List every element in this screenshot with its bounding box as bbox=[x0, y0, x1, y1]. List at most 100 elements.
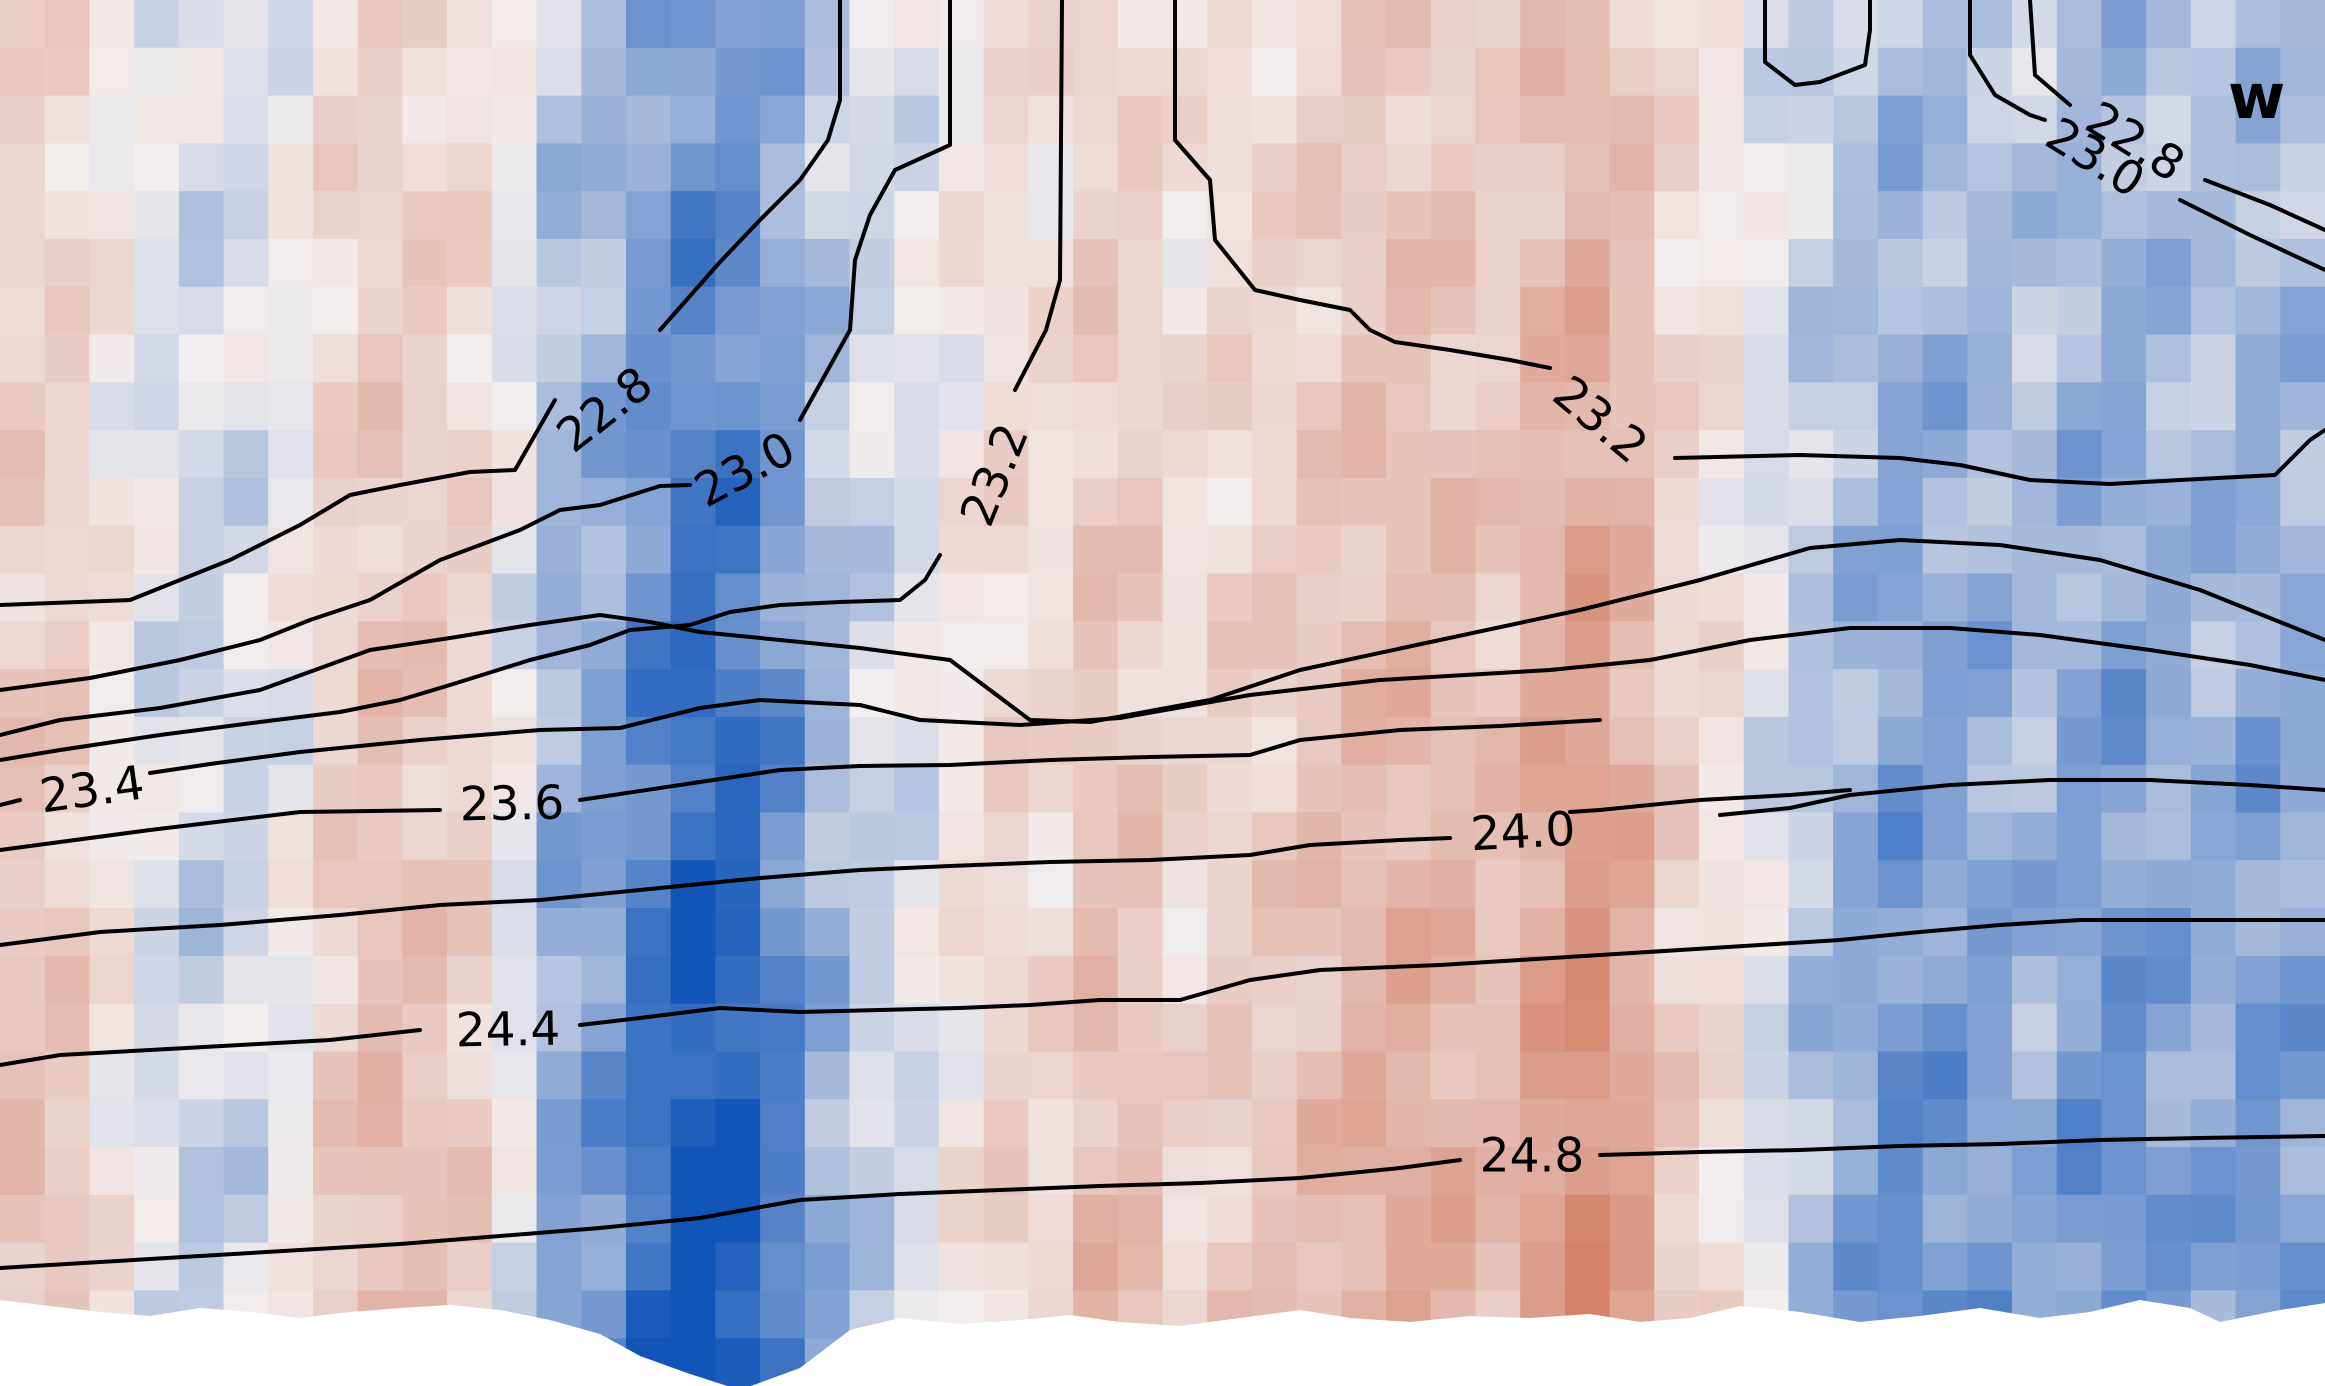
heatmap-cell bbox=[1520, 286, 1566, 336]
heatmap-cell bbox=[2101, 286, 2147, 336]
heatmap-cell bbox=[134, 716, 180, 766]
heatmap-cell bbox=[402, 1051, 448, 1101]
heatmap-cell bbox=[491, 334, 538, 384]
heatmap-cell bbox=[1296, 860, 1343, 909]
heatmap-cell bbox=[1833, 238, 1879, 288]
heatmap-cell bbox=[1699, 143, 1745, 192]
heatmap-cell bbox=[1028, 525, 1074, 575]
heatmap-cell bbox=[581, 334, 627, 384]
heatmap-cell bbox=[1207, 1051, 1253, 1101]
heatmap-cell bbox=[2190, 334, 2237, 384]
heatmap-cell bbox=[268, 1147, 314, 1196]
heatmap-cell bbox=[625, 430, 672, 479]
heatmap-cell bbox=[1475, 95, 1521, 145]
heatmap-cell bbox=[2012, 573, 2058, 623]
heatmap-cell bbox=[1073, 477, 1119, 527]
heatmap-cell bbox=[760, 1290, 806, 1339]
heatmap-cell bbox=[1386, 1051, 1432, 1101]
heatmap-cell bbox=[1073, 860, 1119, 909]
heatmap-cell bbox=[0, 0, 46, 49]
heatmap-cell bbox=[1520, 525, 1566, 575]
heatmap-cell bbox=[581, 908, 627, 957]
heatmap-cell bbox=[760, 1242, 806, 1292]
heatmap-cell bbox=[1207, 764, 1253, 814]
heatmap-cell bbox=[2012, 908, 2058, 957]
heatmap-cell bbox=[1699, 430, 1745, 479]
heatmap-cell bbox=[670, 0, 717, 49]
heatmap-cell bbox=[1073, 286, 1119, 336]
heatmap-cell bbox=[894, 382, 940, 431]
heatmap-cell bbox=[2280, 238, 2325, 288]
heatmap-cell bbox=[625, 143, 672, 192]
heatmap-cell bbox=[1564, 525, 1611, 575]
heatmap-cell bbox=[2280, 1194, 2325, 1244]
heatmap-cell bbox=[1564, 812, 1611, 862]
heatmap-cell bbox=[536, 143, 583, 192]
heatmap-cell bbox=[2280, 477, 2325, 527]
heatmap-cell bbox=[1251, 0, 1298, 49]
heatmap-cell bbox=[1028, 1051, 1074, 1101]
heatmap-cell bbox=[983, 0, 1030, 49]
heatmap-cell bbox=[1162, 334, 1209, 384]
heatmap-cell bbox=[1833, 812, 1879, 862]
heatmap-cell bbox=[1475, 1194, 1521, 1244]
heatmap-cell bbox=[1341, 1099, 1387, 1148]
heatmap-cell bbox=[1073, 0, 1119, 49]
heatmap-cell bbox=[1520, 1194, 1566, 1244]
heatmap-cell bbox=[1073, 334, 1119, 384]
heatmap-cell bbox=[312, 860, 359, 909]
heatmap-cell bbox=[44, 716, 91, 766]
heatmap-cell bbox=[1788, 1051, 1834, 1101]
heatmap-cell bbox=[1833, 908, 1879, 957]
heatmap-cell bbox=[894, 764, 940, 814]
heatmap-cell bbox=[1967, 382, 2013, 431]
heatmap-cell bbox=[1922, 573, 1969, 623]
heatmap-cell bbox=[268, 669, 314, 718]
heatmap-cell bbox=[1117, 191, 1164, 240]
heatmap-cell bbox=[178, 238, 225, 288]
heatmap-cell bbox=[2146, 812, 2192, 862]
heatmap-cell bbox=[1922, 143, 1969, 192]
heatmap-cell bbox=[581, 0, 627, 49]
heatmap-cell bbox=[447, 812, 493, 862]
heatmap-cell bbox=[1117, 955, 1164, 1005]
heatmap-cell bbox=[670, 1099, 717, 1148]
heatmap-cell bbox=[2190, 1003, 2237, 1053]
heatmap-cell bbox=[1520, 955, 1566, 1005]
heatmap-cell bbox=[1162, 1194, 1209, 1244]
heatmap-cell bbox=[1654, 430, 1700, 479]
heatmap-cell bbox=[1654, 812, 1700, 862]
heatmap-cell bbox=[1654, 191, 1700, 240]
heatmap-cell bbox=[1564, 382, 1611, 431]
heatmap-cell bbox=[1520, 430, 1566, 479]
heatmap-cell bbox=[1475, 860, 1521, 909]
heatmap-cell bbox=[2101, 0, 2147, 49]
heatmap-cell bbox=[357, 95, 404, 145]
heatmap-cell bbox=[849, 908, 896, 957]
heatmap-cell bbox=[0, 286, 46, 336]
heatmap-cell bbox=[1833, 1194, 1879, 1244]
heatmap-cell bbox=[1743, 716, 1790, 766]
heatmap-cell bbox=[536, 1003, 583, 1053]
heatmap-cell bbox=[0, 334, 46, 384]
heatmap-cell bbox=[1922, 860, 1969, 909]
heatmap-cell bbox=[1564, 621, 1611, 670]
heatmap-cell bbox=[1207, 716, 1253, 766]
heatmap-cell bbox=[1743, 764, 1790, 814]
heatmap-cell bbox=[0, 477, 46, 527]
heatmap-cell bbox=[44, 1099, 91, 1148]
heatmap-cell bbox=[2280, 1003, 2325, 1053]
heatmap-cell bbox=[44, 1242, 91, 1292]
heatmap-cell bbox=[357, 47, 404, 97]
contour-line-24-4 bbox=[0, 1134, 2325, 1270]
heatmap-cell bbox=[894, 1003, 940, 1053]
heatmap-cell bbox=[2101, 47, 2147, 97]
heatmap-cell bbox=[1609, 525, 1656, 575]
heatmap-cell bbox=[2280, 908, 2325, 957]
heatmap-cell bbox=[44, 47, 91, 97]
heatmap-cell bbox=[1430, 430, 1477, 479]
heatmap-cell bbox=[894, 430, 940, 479]
heatmap-cell bbox=[2012, 764, 2058, 814]
heatmap-cell bbox=[1877, 238, 1924, 288]
heatmap-cell bbox=[715, 1194, 761, 1244]
